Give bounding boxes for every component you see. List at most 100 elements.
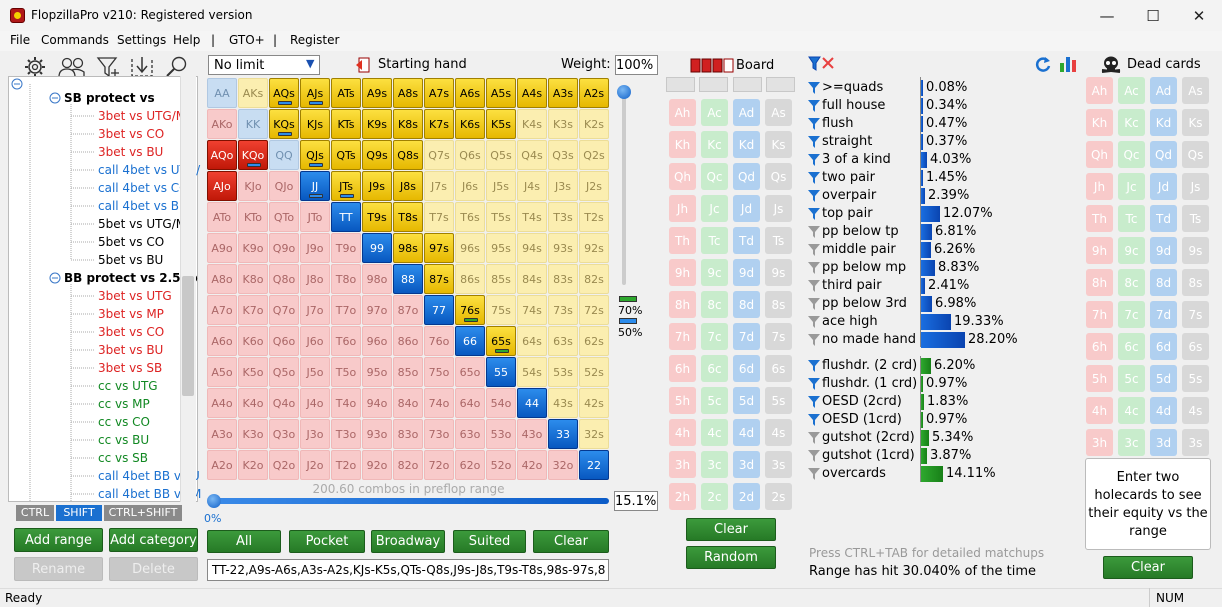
menu-commands[interactable]: Commands — [41, 33, 109, 47]
hand-cell[interactable]: A8o — [207, 264, 237, 294]
hand-cell[interactable]: T5s — [486, 202, 516, 232]
board-card[interactable]: Qc — [701, 163, 728, 190]
tree-group[interactable]: SB protect vs — [64, 91, 155, 105]
dead-card[interactable]: 4d — [1150, 397, 1177, 424]
hand-cell[interactable]: 87o — [393, 295, 423, 325]
stat-row[interactable]: full house 0.34% — [808, 97, 1108, 115]
players-icon[interactable] — [56, 55, 88, 79]
range-text-input[interactable]: TT-22,A9s-A6s,A3s-A2s,KJs-K5s,QTs-Q8s,J9… — [207, 559, 609, 581]
tree-scroll-thumb[interactable] — [182, 276, 194, 396]
tree-item[interactable]: 3bet vs CO — [98, 127, 165, 141]
hand-cell[interactable]: A7s — [424, 78, 454, 108]
dead-card[interactable]: Qc — [1118, 141, 1145, 168]
hand-cell[interactable]: 72o — [424, 450, 454, 480]
stat-row[interactable]: flushdr. (2 crd) 6.20% — [808, 357, 1108, 375]
dead-card[interactable]: 8c — [1118, 269, 1145, 296]
board-card[interactable]: 2s — [765, 483, 792, 510]
hand-cell[interactable]: KTs — [331, 109, 361, 139]
board-card[interactable]: Td — [733, 227, 760, 254]
stat-row[interactable]: 3 of a kind 4.03% — [808, 151, 1108, 169]
board-card[interactable]: Qh — [669, 163, 696, 190]
stat-row[interactable]: straight 0.37% — [808, 133, 1108, 151]
ctrl-shift-modifier[interactable]: CTRL+SHIFT — [104, 505, 182, 521]
stat-row[interactable]: >=quads 0.08% — [808, 79, 1108, 97]
dead-card[interactable]: Kh — [1086, 109, 1113, 136]
preset-pocket-button[interactable]: Pocket — [289, 530, 365, 553]
filter-icon[interactable] — [808, 414, 820, 426]
hand-cell[interactable]: T4s — [517, 202, 547, 232]
hand-cell[interactable]: K9o — [238, 233, 268, 263]
hand-cell[interactable]: J3s — [548, 171, 578, 201]
stat-row[interactable]: OESD (1crd) 0.97% — [808, 411, 1108, 429]
dead-card[interactable]: 5h — [1086, 365, 1113, 392]
filter-icon[interactable] — [808, 396, 820, 408]
board-card[interactable]: 9c — [701, 259, 728, 286]
hand-cell[interactable]: J2o — [300, 450, 330, 480]
filter-icon[interactable] — [808, 190, 820, 202]
board-card[interactable]: Kc — [701, 131, 728, 158]
dead-card[interactable]: 3d — [1150, 429, 1177, 456]
hand-cell[interactable]: 52o — [486, 450, 516, 480]
hand-cell[interactable]: 75s — [486, 295, 516, 325]
hand-cell[interactable]: A2s — [579, 78, 609, 108]
hand-cell[interactable]: 53o — [486, 419, 516, 449]
board-card[interactable]: Th — [669, 227, 696, 254]
stat-row[interactable]: no made hand 28.20% — [808, 331, 1108, 349]
filter-icon[interactable] — [808, 450, 820, 462]
hand-cell[interactable]: T9o — [331, 233, 361, 263]
dead-card[interactable]: Qd — [1150, 141, 1177, 168]
hand-cell[interactable]: Q6o — [269, 326, 299, 356]
dead-card[interactable]: 9d — [1150, 237, 1177, 264]
bar-chart-icon[interactable] — [1059, 55, 1079, 73]
hand-cell[interactable]: 55 — [486, 357, 516, 387]
board-card[interactable]: 8c — [701, 291, 728, 318]
hand-cell[interactable]: J7s — [424, 171, 454, 201]
hand-cell[interactable]: 52s — [579, 357, 609, 387]
hand-cell[interactable]: KQs — [269, 109, 299, 139]
hand-cell[interactable]: A2o — [207, 450, 237, 480]
hand-cell[interactable]: 98s — [393, 233, 423, 263]
hand-cell[interactable]: 86s — [455, 264, 485, 294]
board-card[interactable]: Jc — [701, 195, 728, 222]
hand-cell[interactable]: 74o — [424, 388, 454, 418]
range-percent-slider[interactable] — [207, 494, 610, 508]
hand-cell[interactable]: 44 — [517, 388, 547, 418]
board-card[interactable]: 9h — [669, 259, 696, 286]
tree-item[interactable]: call 4bet BB vs M — [98, 487, 202, 501]
menu-settings[interactable]: Settings — [117, 33, 167, 47]
board-card[interactable]: 2c — [701, 483, 728, 510]
hand-cell[interactable]: J3o — [300, 419, 330, 449]
hand-cell[interactable]: K6s — [455, 109, 485, 139]
board-card[interactable]: 4c — [701, 419, 728, 446]
tree-item[interactable]: 5bet vs BU — [98, 253, 164, 267]
tree-item[interactable]: 5bet vs UTG/MP — [98, 217, 194, 231]
hand-cell[interactable]: J2s — [579, 171, 609, 201]
hand-cell[interactable]: T6s — [455, 202, 485, 232]
board-card[interactable]: Ac — [701, 99, 728, 126]
filter-icon[interactable] — [808, 334, 820, 346]
hand-cell[interactable]: A6o — [207, 326, 237, 356]
dead-card[interactable]: Td — [1150, 205, 1177, 232]
hand-cell[interactable]: A5o — [207, 357, 237, 387]
hand-cell[interactable]: 72s — [579, 295, 609, 325]
tree-item[interactable]: cc vs MP — [98, 397, 150, 411]
minimize-button[interactable]: — — [1099, 6, 1115, 25]
board-card[interactable]: Jh — [669, 195, 696, 222]
hand-cell[interactable]: 97o — [362, 295, 392, 325]
hand-cell[interactable]: K7s — [424, 109, 454, 139]
hand-cell[interactable]: T5o — [331, 357, 361, 387]
hand-cell[interactable]: T4o — [331, 388, 361, 418]
hand-cell[interactable]: 84o — [393, 388, 423, 418]
board-card[interactable]: Ks — [765, 131, 792, 158]
hand-cell[interactable]: J7o — [300, 295, 330, 325]
hand-cell[interactable]: A8s — [393, 78, 423, 108]
delete-button[interactable]: Delete — [109, 557, 198, 581]
hand-cell[interactable]: QJo — [269, 171, 299, 201]
tree-item[interactable]: cc vs CO — [98, 415, 151, 429]
hand-cell[interactable]: KJo — [238, 171, 268, 201]
tree-item[interactable]: 3bet vs CO — [98, 325, 165, 339]
hand-cell[interactable]: TT — [331, 202, 361, 232]
board-card[interactable]: 7c — [701, 323, 728, 350]
dead-card[interactable]: Ks — [1182, 109, 1209, 136]
dead-card[interactable]: 3c — [1118, 429, 1145, 456]
